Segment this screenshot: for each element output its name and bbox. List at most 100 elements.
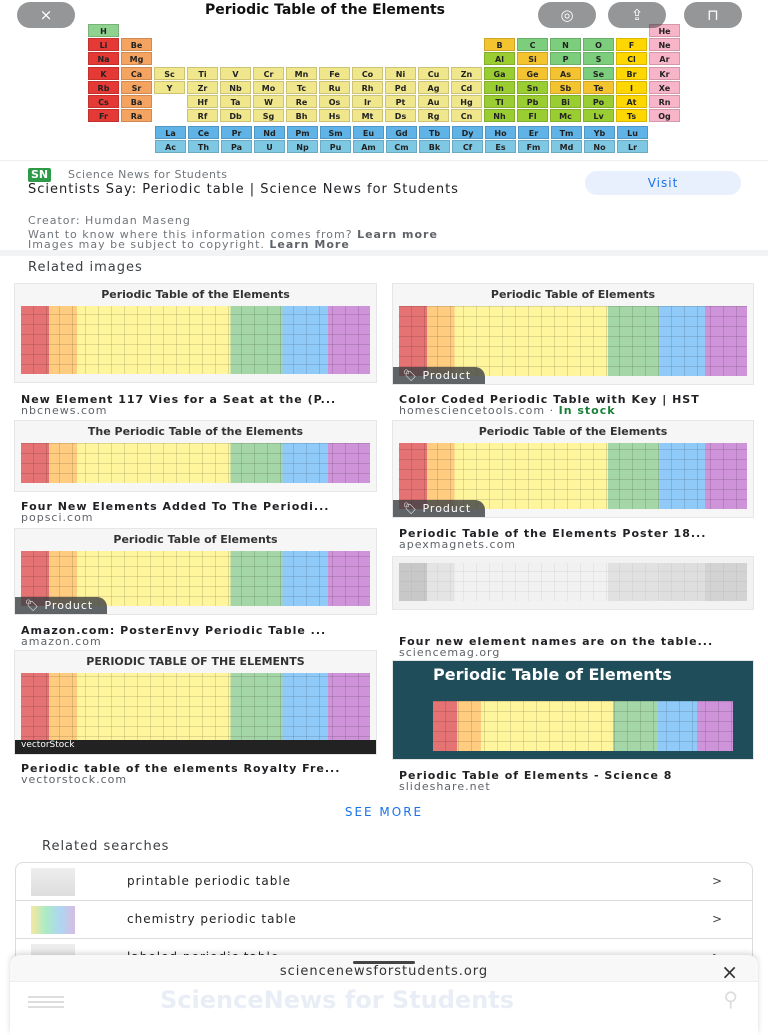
element-cell: Cf bbox=[452, 140, 483, 153]
element-cell: In bbox=[484, 80, 515, 94]
element-cell: Ne bbox=[649, 38, 680, 52]
related-image-thumbnail[interactable]: Periodic Table of the Elements bbox=[14, 283, 377, 383]
element-cell: B bbox=[484, 38, 515, 52]
element-cell: Mo bbox=[253, 80, 284, 94]
related-image-caption[interactable]: Periodic Table of the Elements Poster 18… bbox=[399, 527, 707, 540]
element-cell: Cs bbox=[88, 95, 119, 108]
thumbnail-graphic bbox=[21, 551, 370, 606]
related-image-caption[interactable]: Periodic table of the elements Royalty F… bbox=[21, 762, 341, 775]
related-image-thumbnail[interactable]: Periodic Table of Elements bbox=[392, 660, 754, 760]
site-url: sciencenewsforstudents.org bbox=[279, 964, 489, 979]
element-cell: Fe bbox=[319, 66, 350, 80]
element-cell: Si bbox=[517, 52, 548, 66]
see-more-button[interactable]: SEE MORE bbox=[344, 805, 424, 819]
element-cell: K bbox=[88, 66, 119, 80]
learn-more-link[interactable]: Learn more bbox=[357, 228, 438, 241]
related-image-thumbnail[interactable]: Periodic Table of Elements 🏷 Product bbox=[14, 528, 377, 615]
related-image-caption[interactable]: Periodic Table of Elements - Science 8 bbox=[399, 769, 673, 782]
element-cell: Rf bbox=[187, 109, 218, 123]
related-search-item[interactable]: chemistry periodic table > bbox=[16, 901, 752, 939]
element-cell: Ho bbox=[485, 126, 516, 139]
related-image-thumbnail[interactable] bbox=[392, 556, 754, 610]
element-cell: Sc bbox=[154, 66, 185, 80]
related-image-caption[interactable]: Amazon.com: PosterEnvy Periodic Table ..… bbox=[21, 624, 327, 637]
thumbnail-graphic bbox=[21, 443, 370, 483]
search-icon[interactable]: ⚲ bbox=[723, 987, 738, 1011]
element-cell: Er bbox=[518, 126, 549, 139]
element-cell: Rb bbox=[88, 80, 119, 94]
source-name[interactable]: Science News for Students bbox=[68, 168, 228, 181]
related-image-caption[interactable]: Four New Elements Added To The Periodi..… bbox=[21, 500, 330, 513]
thumbnail-title: Periodic Table of Elements bbox=[490, 288, 656, 301]
domain-text: slideshare.net bbox=[399, 780, 491, 793]
element-cell: Sn bbox=[517, 80, 548, 94]
copyright-line: Images may be subject to copyright. Lear… bbox=[28, 238, 350, 251]
element-cell: Po bbox=[583, 95, 614, 108]
related-search-item[interactable]: printable periodic table > bbox=[16, 863, 752, 901]
element-cell: Re bbox=[286, 95, 317, 108]
element-cell: Sg bbox=[253, 109, 284, 123]
element-cell: Cr bbox=[253, 66, 284, 80]
element-cell: Fl bbox=[517, 109, 548, 123]
related-image-thumbnail[interactable]: The Periodic Table of the Elements bbox=[14, 420, 377, 492]
related-image-domain: nbcnews.com bbox=[21, 404, 107, 417]
bookmark-button[interactable]: ⊓ bbox=[684, 2, 742, 28]
element-cell: Rg bbox=[418, 109, 449, 123]
element-cell: Be bbox=[121, 38, 152, 52]
share-button[interactable]: ⇪ bbox=[608, 2, 666, 28]
element-cell: Pd bbox=[385, 80, 416, 94]
related-image-thumbnail[interactable]: Periodic Table of Elements 🏷 Product bbox=[392, 283, 754, 385]
element-cell: Sb bbox=[550, 80, 581, 94]
element-cell: Lu bbox=[617, 126, 648, 139]
related-image-caption[interactable]: Four new element names are on the table.… bbox=[399, 635, 714, 648]
chevron-right-icon: > bbox=[711, 912, 722, 926]
related-image-domain: popsci.com bbox=[21, 511, 94, 524]
related-image-thumbnail[interactable]: PERIODIC TABLE OF THE ELEMENTS vectorStoc… bbox=[14, 650, 377, 755]
thumbnail-graphic bbox=[21, 306, 370, 374]
menu-icon[interactable] bbox=[28, 996, 64, 1008]
element-cell: Al bbox=[484, 52, 515, 66]
site-preview-sheet[interactable]: sciencenewsforstudents.org × ScienceNews… bbox=[10, 955, 758, 1035]
related-image-caption[interactable]: New Element 117 Vies for a Seat at the (… bbox=[21, 393, 337, 406]
copyright-learn-more-link[interactable]: Learn More bbox=[269, 238, 350, 251]
domain-text: popsci.com bbox=[21, 511, 94, 524]
element-cell: Co bbox=[352, 66, 383, 80]
element-cell: Lv bbox=[583, 109, 614, 123]
element-cell: Og bbox=[649, 109, 680, 123]
lens-button[interactable]: ◎ bbox=[538, 2, 596, 28]
related-image-thumbnail[interactable]: Periodic Table of the Elements 🏷 Product bbox=[392, 420, 754, 518]
thumbnail-graphic bbox=[399, 563, 747, 601]
element-cell: S bbox=[583, 52, 614, 66]
info-text: Want to know where this information come… bbox=[28, 228, 353, 241]
element-cell: Eu bbox=[353, 126, 384, 139]
page-title-link[interactable]: Scientists Say: Periodic table | Science… bbox=[28, 182, 459, 197]
source-favicon: SN bbox=[28, 168, 52, 182]
element-cell: Cn bbox=[451, 109, 482, 123]
thumbnail-title: Periodic Table of Elements bbox=[113, 533, 278, 546]
related-image-caption[interactable]: Color Coded Periodic Table with Key | HS… bbox=[399, 393, 700, 406]
thumbnail-graphic bbox=[399, 443, 747, 509]
element-cell: Ru bbox=[319, 80, 350, 94]
close-sheet-icon[interactable]: × bbox=[721, 960, 738, 984]
chevron-right-icon: > bbox=[711, 874, 722, 888]
element-cell: Ts bbox=[616, 109, 647, 123]
watermark: vectorStock bbox=[15, 740, 376, 754]
element-cell: Cl bbox=[616, 52, 647, 66]
element-cell: Ga bbox=[484, 66, 515, 80]
element-cell: U bbox=[254, 140, 285, 153]
domain-text: nbcnews.com bbox=[21, 404, 108, 417]
element-cell: Sr bbox=[121, 80, 152, 94]
element-cell: Tc bbox=[286, 80, 317, 94]
element-cell: Pb bbox=[517, 95, 548, 108]
element-cell: Ba bbox=[121, 95, 152, 108]
element-cell: Np bbox=[287, 140, 318, 153]
drag-handle[interactable] bbox=[353, 961, 415, 964]
visit-button[interactable]: Visit bbox=[585, 171, 741, 195]
element-cell: Md bbox=[551, 140, 582, 153]
element-cell: Hs bbox=[319, 109, 350, 123]
element-cell: Te bbox=[583, 80, 614, 94]
element-cell: Mg bbox=[121, 52, 152, 66]
close-button[interactable]: × bbox=[17, 2, 75, 28]
element-cell: Nd bbox=[254, 126, 285, 139]
element-cell: Na bbox=[88, 52, 119, 66]
